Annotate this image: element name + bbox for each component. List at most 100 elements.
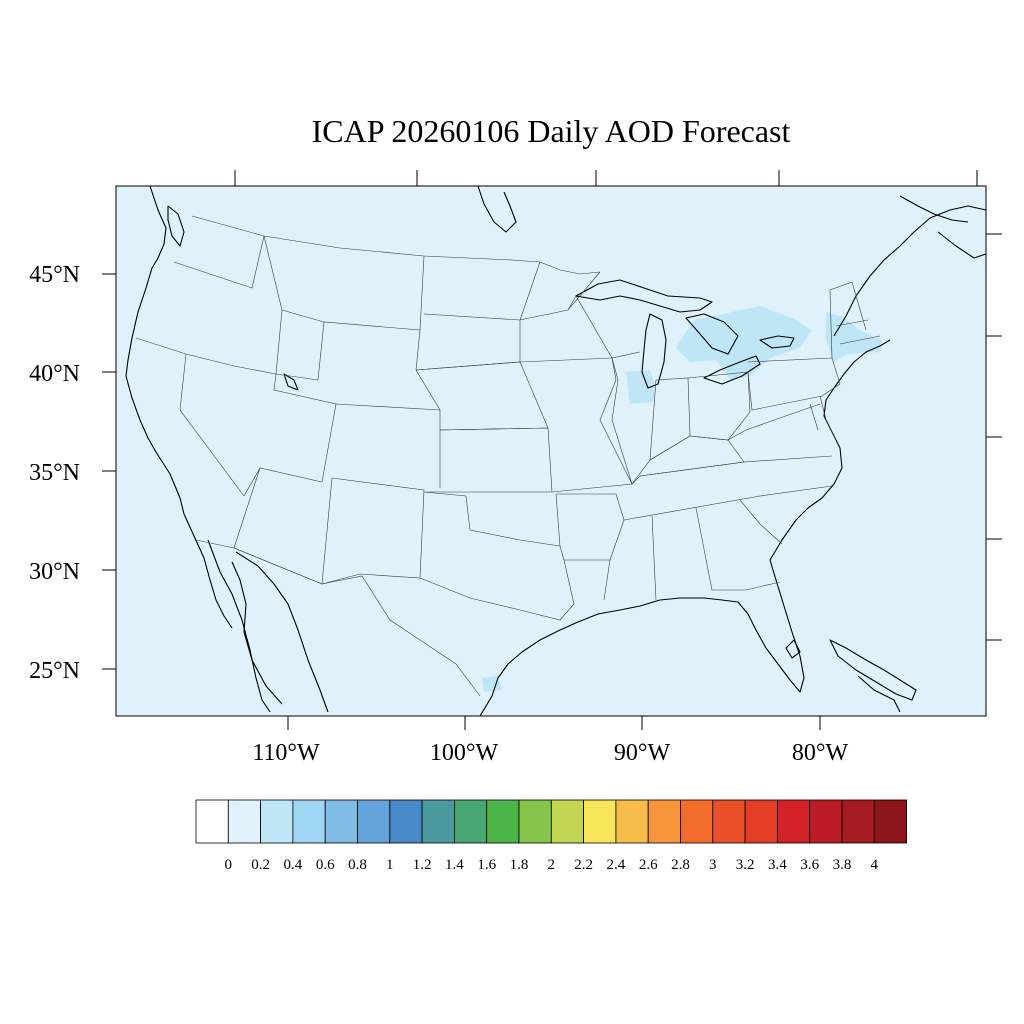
colorbar-label: 0.4 bbox=[284, 857, 303, 873]
colorbar-swatch bbox=[809, 799, 843, 844]
colorbar-swatch bbox=[873, 799, 907, 844]
colorbar-label: 0.6 bbox=[316, 857, 335, 873]
lake-superior bbox=[575, 279, 713, 313]
kansas bbox=[426, 427, 553, 493]
lat-label-35n: 35°N bbox=[29, 460, 80, 486]
colorbar-label: 4 bbox=[871, 857, 879, 873]
lake-erie bbox=[703, 355, 761, 385]
colorbar-swatch bbox=[841, 799, 875, 844]
ca-nv-border bbox=[179, 353, 245, 497]
illinois bbox=[611, 357, 657, 485]
colorbar-swatch bbox=[227, 799, 262, 844]
latitude-labels: 45°N 40°N 35°N 30°N 25°N bbox=[29, 262, 80, 684]
colorbar-swatch bbox=[292, 799, 326, 844]
pacific-coast bbox=[125, 185, 233, 629]
colorbar-swatch bbox=[518, 799, 552, 844]
sc-border bbox=[739, 499, 783, 545]
new-england-aod-patch bbox=[826, 312, 882, 362]
lat-label-25n: 25°N bbox=[29, 658, 80, 684]
colorbar-label: 3.2 bbox=[736, 857, 755, 873]
colorbar-swatch bbox=[744, 799, 778, 844]
colorbar-swatch bbox=[680, 799, 714, 844]
nova-scotia-coast bbox=[937, 231, 987, 259]
state-boundaries bbox=[135, 215, 881, 697]
colorbar-label: 2.8 bbox=[671, 857, 690, 873]
cuba bbox=[829, 639, 917, 701]
new-york-vermont bbox=[829, 281, 867, 359]
colorbar-swatch bbox=[583, 799, 617, 844]
colorbar-label: 0.8 bbox=[348, 857, 367, 873]
arkansas-louisiana bbox=[556, 493, 625, 601]
map-title: ICAP 20260106 Daily AOD Forecast bbox=[312, 113, 791, 149]
colorbar-label: 2 bbox=[548, 857, 556, 873]
colorbar-labels: 0 0.2 0.4 0.6 0.8 1 1.2 1.4 1.6 1.8 2 2.2 2.4 2.6 2.8 3… bbox=[225, 857, 879, 873]
lake-ontario bbox=[759, 335, 795, 349]
colorbar-label: 2.2 bbox=[574, 857, 593, 873]
ms-al-ga bbox=[651, 507, 781, 601]
longitude-labels: 110°W 100°W 90°W 80°W bbox=[252, 740, 848, 766]
minnesota-border bbox=[539, 261, 601, 275]
colorbar-swatch bbox=[550, 799, 584, 844]
colorbar-swatch bbox=[615, 799, 649, 844]
lake-winnipeg bbox=[477, 185, 517, 233]
delmarva bbox=[809, 395, 837, 441]
gulf-st-lawrence-coast bbox=[899, 195, 969, 223]
colorbar-swatch bbox=[453, 799, 488, 844]
colorbar-label: 1 bbox=[386, 857, 394, 873]
tn-south-nc bbox=[623, 485, 833, 521]
gulf-and-atlantic-coast bbox=[479, 339, 891, 717]
colorbar-swatch bbox=[324, 799, 358, 844]
colorbar-label: 1.2 bbox=[413, 857, 432, 873]
colorbar: 0 0.2 0.4 0.6 0.8 1 1.2 1.4 1.6 1.8 2 2.2 2.4 2.6 2.8 3… bbox=[195, 799, 907, 873]
bahamas-cuba-south bbox=[857, 675, 901, 713]
lon-label-100w: 100°W bbox=[430, 740, 499, 766]
aod-hotspots bbox=[482, 306, 882, 692]
lat-label-45n: 45°N bbox=[29, 262, 80, 288]
lon-label-90w: 90°W bbox=[614, 740, 671, 766]
colorbar-swatch bbox=[195, 799, 229, 844]
map-frame bbox=[115, 185, 987, 717]
colorbar-swatch bbox=[712, 799, 746, 844]
illinois-aod-patch bbox=[626, 370, 655, 404]
idaho-montana bbox=[263, 235, 325, 375]
colorbar-swatch bbox=[421, 799, 455, 844]
great-salt-lake bbox=[283, 373, 299, 391]
map-background bbox=[116, 186, 986, 716]
wisconsin bbox=[567, 295, 641, 359]
colorbar-label: 1.8 bbox=[510, 857, 529, 873]
tn-va-border bbox=[631, 455, 833, 485]
colorbar-label: 3.4 bbox=[768, 857, 787, 873]
baja-coast bbox=[207, 539, 271, 713]
lake-okeechobee bbox=[785, 639, 801, 659]
lon-label-110w: 110°W bbox=[252, 740, 320, 766]
mexico-border bbox=[233, 547, 481, 697]
great-lakes-aod-patch bbox=[676, 306, 812, 380]
colorbar-label: 0.2 bbox=[251, 857, 270, 873]
colorbar-swatches bbox=[195, 799, 907, 844]
pennsylvania bbox=[747, 357, 841, 411]
colorbar-label: 3 bbox=[709, 857, 717, 873]
new-england-coast bbox=[833, 205, 987, 337]
puget-sound bbox=[167, 205, 185, 247]
oklahoma bbox=[423, 491, 561, 547]
colorbar-swatch bbox=[389, 799, 423, 844]
lat-label-30n: 30°N bbox=[29, 559, 80, 585]
colorbar-swatch bbox=[357, 799, 391, 844]
or-ca-border bbox=[135, 337, 319, 381]
colorbar-label: 2.4 bbox=[607, 857, 626, 873]
colorbar-swatch bbox=[260, 799, 294, 844]
colorbar-label: 3.8 bbox=[833, 857, 852, 873]
wa-or-border bbox=[173, 235, 265, 289]
colorbar-label: 1.6 bbox=[477, 857, 496, 873]
lake-huron bbox=[685, 313, 739, 355]
lake-michigan bbox=[641, 313, 667, 389]
coastlines bbox=[125, 185, 987, 717]
canada-border-west bbox=[191, 215, 541, 263]
colorbar-label: 3.6 bbox=[800, 857, 819, 873]
nv-ut-az bbox=[243, 373, 337, 497]
gulf-of-california-west bbox=[231, 561, 283, 705]
colorbar-swatch bbox=[647, 799, 681, 844]
wv-va bbox=[727, 403, 821, 441]
colorbar-swatch bbox=[777, 799, 811, 844]
